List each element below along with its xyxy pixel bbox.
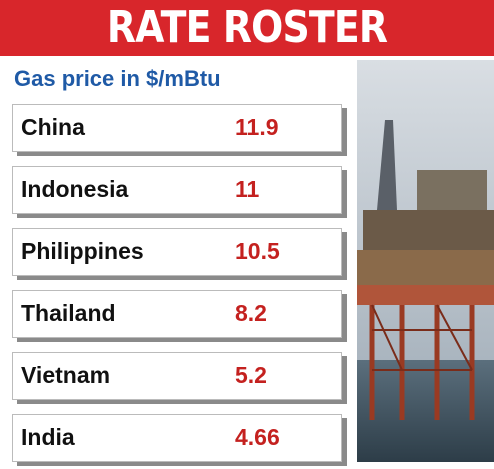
table-row: Indonesia 11 <box>12 166 342 214</box>
price: 4.66 <box>235 424 280 450</box>
price: 5.2 <box>235 362 267 388</box>
country: Indonesia <box>21 176 129 202</box>
country: Vietnam <box>21 362 111 388</box>
country: Philippines <box>21 238 144 264</box>
title-banner: RATE ROSTER <box>0 0 494 56</box>
title: RATE ROSTER <box>106 2 388 53</box>
table-row: India 4.66 <box>12 414 342 462</box>
table-row: Vietnam 5.2 <box>12 352 342 400</box>
table-row: Thailand 8.2 <box>12 290 342 338</box>
price: 8.2 <box>235 300 267 326</box>
country: China <box>21 114 85 140</box>
country: India <box>21 424 75 450</box>
country: Thailand <box>21 300 116 326</box>
oil-rig-photo <box>357 60 494 462</box>
table-row: Philippines 10.5 <box>12 228 342 276</box>
subtitle: Gas price in $/mBtu <box>14 66 221 91</box>
table-row: China 11.9 <box>12 104 342 152</box>
price: 10.5 <box>235 238 280 264</box>
price: 11.9 <box>235 114 279 140</box>
price: 11 <box>235 176 260 202</box>
